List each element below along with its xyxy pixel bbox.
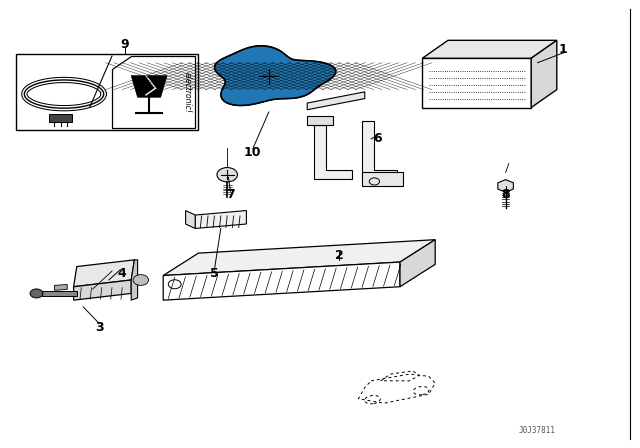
Circle shape xyxy=(217,168,237,182)
Polygon shape xyxy=(74,260,134,287)
Polygon shape xyxy=(54,284,67,290)
Text: 8: 8 xyxy=(501,188,510,202)
Polygon shape xyxy=(186,211,195,228)
Text: J0J37811: J0J37811 xyxy=(519,426,556,435)
Polygon shape xyxy=(422,58,531,108)
Text: 5: 5 xyxy=(210,267,219,280)
Text: electronic!: electronic! xyxy=(182,72,191,113)
Polygon shape xyxy=(42,291,77,296)
Polygon shape xyxy=(362,172,403,186)
Text: 9: 9 xyxy=(120,38,129,52)
Polygon shape xyxy=(307,92,365,110)
Polygon shape xyxy=(131,76,167,97)
Text: 3: 3 xyxy=(95,320,104,334)
Polygon shape xyxy=(49,114,72,122)
Polygon shape xyxy=(214,46,336,105)
Text: 4: 4 xyxy=(117,267,126,280)
Polygon shape xyxy=(112,56,195,128)
Text: 10: 10 xyxy=(244,146,262,159)
Text: 2: 2 xyxy=(335,249,344,262)
Polygon shape xyxy=(195,211,246,228)
Polygon shape xyxy=(163,262,400,300)
Text: 7: 7 xyxy=(226,188,235,202)
Text: 1: 1 xyxy=(559,43,568,56)
Polygon shape xyxy=(422,40,557,58)
Polygon shape xyxy=(74,280,131,300)
Polygon shape xyxy=(362,121,397,179)
Circle shape xyxy=(30,289,43,298)
Polygon shape xyxy=(498,180,513,192)
Polygon shape xyxy=(314,125,352,179)
Polygon shape xyxy=(531,40,557,108)
Polygon shape xyxy=(400,240,435,287)
Polygon shape xyxy=(163,240,435,276)
Text: 6: 6 xyxy=(373,132,382,146)
Polygon shape xyxy=(214,46,336,105)
Polygon shape xyxy=(131,260,138,300)
Circle shape xyxy=(133,275,148,285)
Polygon shape xyxy=(307,116,333,125)
